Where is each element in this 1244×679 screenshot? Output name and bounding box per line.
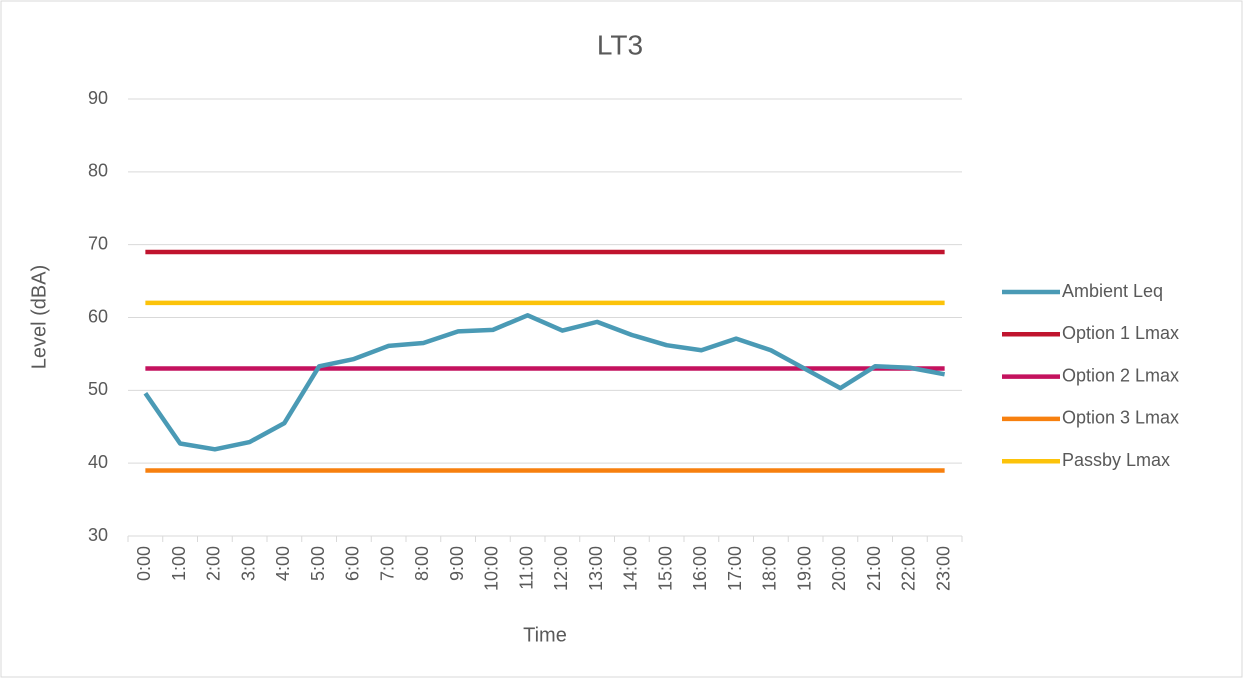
legend-label: Option 3 Lmax — [1062, 408, 1179, 428]
x-tick-label: 20:00 — [829, 546, 849, 591]
x-tick-label: 1:00 — [169, 546, 189, 581]
x-tick-label: 17:00 — [725, 546, 745, 591]
x-axis-label: Time — [523, 624, 567, 646]
y-tick-label: 70 — [88, 233, 108, 253]
x-tick-label: 19:00 — [794, 546, 814, 591]
legend-label: Option 2 Lmax — [1062, 365, 1179, 385]
x-tick-label: 6:00 — [343, 546, 363, 581]
y-tick-label: 30 — [88, 525, 108, 545]
legend-label: Passby Lmax — [1062, 450, 1170, 470]
series-line — [143, 313, 946, 452]
x-tick-label: 0:00 — [134, 546, 154, 581]
y-axis-label: Level (dBA) — [28, 265, 50, 370]
x-tick-label: 2:00 — [204, 546, 224, 581]
x-tick-label: 18:00 — [760, 546, 780, 591]
y-tick-label: 90 — [88, 88, 108, 108]
legend-label: Option 1 Lmax — [1062, 323, 1179, 343]
x-tick-label: 15:00 — [655, 546, 675, 591]
x-tick-label: 23:00 — [933, 546, 953, 591]
y-tick-label: 80 — [88, 161, 108, 181]
x-tick-label: 3:00 — [238, 546, 258, 581]
x-tick-label: 8:00 — [412, 546, 432, 581]
x-tick-label: 4:00 — [273, 546, 293, 581]
x-tick-label: 21:00 — [864, 546, 884, 591]
x-tick-label: 16:00 — [690, 546, 710, 591]
x-tick-label: 22:00 — [899, 546, 919, 591]
x-tick-label: 5:00 — [308, 546, 328, 581]
x-tick-label: 11:00 — [516, 546, 536, 590]
chart-title: LT3 — [597, 29, 643, 60]
x-tick-label: 9:00 — [447, 546, 467, 581]
legend-label: Ambient Leq — [1062, 281, 1163, 301]
y-tick-label: 60 — [88, 306, 108, 326]
x-tick-label: 14:00 — [621, 546, 641, 591]
x-tick-label: 10:00 — [482, 546, 502, 591]
x-tick-label: 12:00 — [551, 546, 571, 591]
x-tick-label: 7:00 — [377, 546, 397, 581]
x-tick-label: 13:00 — [586, 546, 606, 591]
y-tick-label: 50 — [88, 379, 108, 399]
y-tick-label: 40 — [88, 452, 108, 472]
